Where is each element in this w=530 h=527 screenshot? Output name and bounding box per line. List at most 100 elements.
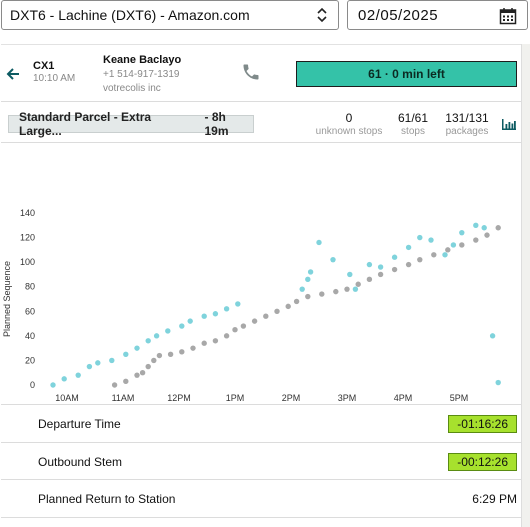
y-tick-label: 40: [25, 331, 35, 341]
y-tick-label: 100: [20, 257, 35, 267]
departure-time-row: Departure Time -01:16:26: [1, 405, 521, 443]
y-tick-label: 60: [25, 306, 35, 316]
scatter-point: [109, 357, 115, 364]
unknown-stops-stat: 0 unknown stops: [313, 111, 385, 137]
planned-return-value: 6:29 PM: [472, 492, 517, 506]
scrollbar-track[interactable]: [521, 44, 530, 527]
station-select[interactable]: DXT6 - Lachine (DXT6) - Amazon.com: [1, 0, 339, 30]
scatter-point: [495, 379, 501, 386]
scatter-point: [366, 261, 373, 268]
y-tick-label: 80: [25, 282, 35, 292]
scatter-point: [347, 271, 353, 278]
scatter-point: [459, 242, 465, 248]
scatter-point: [307, 269, 314, 275]
scatter-point: [145, 338, 151, 344]
scatter-point: [377, 264, 384, 270]
scatter-point: [134, 372, 140, 378]
driver-phone: +1 514-917-1319: [103, 69, 180, 80]
scatter-point: [240, 323, 247, 329]
scatter-point: [330, 256, 336, 263]
scatter-point: [139, 370, 146, 376]
back-arrow-icon[interactable]: [6, 67, 20, 81]
scatter-point: [223, 306, 230, 312]
outbound-stem-row: Outbound Stem -00:12:26: [1, 443, 521, 480]
scatter-point: [355, 281, 361, 287]
scatter-point: [212, 311, 219, 317]
scatter-point: [201, 313, 207, 319]
calendar-icon[interactable]: [499, 7, 517, 25]
scatter-point: [111, 382, 118, 388]
scatter-point: [190, 345, 196, 351]
unknown-stops-value: 0: [345, 111, 353, 125]
packages-label: packages: [445, 126, 489, 137]
scatter-point: [366, 276, 373, 283]
departure-time-value: -01:16:26: [448, 415, 517, 433]
scatter-point: [319, 291, 325, 297]
service-type: Standard Parcel - Extra Large...: [19, 110, 152, 138]
route-header: CX1 10:10 AM Keane Baclayo +1 514-917-13…: [1, 45, 521, 102]
scatter-point: [405, 261, 412, 268]
scatter-point: [417, 234, 423, 241]
scatter-point: [305, 276, 311, 283]
scatter-point: [61, 376, 67, 382]
date-input-value: 02/05/2025: [358, 6, 439, 24]
planned-sequence-chart: 0 20 40 60 80 100 120 140 10AM 11AM 12PM 1PM 2PM 3PM 4…: [1, 143, 521, 437]
y-tick-label: 20: [25, 355, 35, 365]
scatter-point: [123, 351, 129, 357]
scatter-point: [333, 288, 339, 295]
scatter-point: [299, 286, 305, 292]
stops-stat: 61/61 stops: [391, 111, 435, 137]
planned-return-label: Planned Return to Station: [38, 492, 176, 506]
route-detail-card: CX1 10:10 AM Keane Baclayo +1 514-917-13…: [1, 44, 521, 527]
scatter-point: [316, 239, 322, 246]
bar-chart-icon[interactable]: [502, 119, 516, 130]
chevron-updown-icon: [317, 7, 327, 23]
scatter-point: [495, 225, 501, 231]
scatter-point: [459, 229, 465, 236]
scatter-point: [235, 301, 241, 307]
scatter-point: [179, 323, 185, 329]
driver-name: Keane Baclayo: [103, 54, 182, 66]
packages-value: 131/131: [445, 111, 489, 125]
scatter-point: [263, 313, 269, 319]
scatter-point: [445, 247, 451, 253]
scatter-point: [473, 237, 479, 243]
scatter-point: [167, 351, 174, 357]
service-type-badge: Standard Parcel - Extra Large... - 8h 19…: [8, 110, 254, 138]
route-duration: - 8h 19m: [204, 110, 229, 138]
x-tick-label: 10AM: [55, 393, 79, 403]
x-tick-label: 11AM: [112, 393, 135, 403]
scatter-point: [187, 318, 193, 324]
scatter-point: [405, 244, 412, 251]
scatter-point: [442, 252, 448, 258]
scatter-point: [95, 360, 101, 366]
scatter-point: [489, 333, 496, 339]
planned-return-row: Planned Return to Station 6:29 PM: [1, 480, 521, 518]
scatter-point: [450, 242, 457, 248]
x-tick-label: 5PM: [450, 393, 469, 403]
stops-label: stops: [401, 126, 425, 137]
departure-time-label: Departure Time: [38, 417, 121, 431]
scatter-point: [473, 222, 479, 228]
scatter-point: [153, 333, 160, 339]
scatter-point: [428, 237, 434, 243]
scatter-point: [431, 252, 437, 258]
x-tick-label: 3PM: [338, 393, 357, 403]
y-tick-label: 140: [20, 208, 35, 218]
scatter-point: [481, 225, 487, 231]
scatter-point: [50, 382, 56, 388]
x-tick-label: 2PM: [282, 393, 301, 403]
driver-company: votrecolis inc: [103, 83, 161, 94]
scatter-point: [179, 349, 185, 355]
scatter-point: [123, 378, 129, 385]
scatter-point: [251, 318, 258, 324]
x-tick-label: 12PM: [167, 393, 191, 403]
route-time: 10:10 AM: [33, 73, 76, 84]
y-axis-label: Planned Sequence: [2, 261, 12, 337]
outbound-stem-value: -00:12:26: [448, 453, 517, 471]
route-id: CX1: [33, 60, 55, 72]
scatter-point: [232, 327, 238, 333]
date-input[interactable]: 02/05/2025: [347, 0, 528, 30]
scatter-point: [223, 333, 230, 339]
phone-icon[interactable]: [241, 62, 261, 82]
